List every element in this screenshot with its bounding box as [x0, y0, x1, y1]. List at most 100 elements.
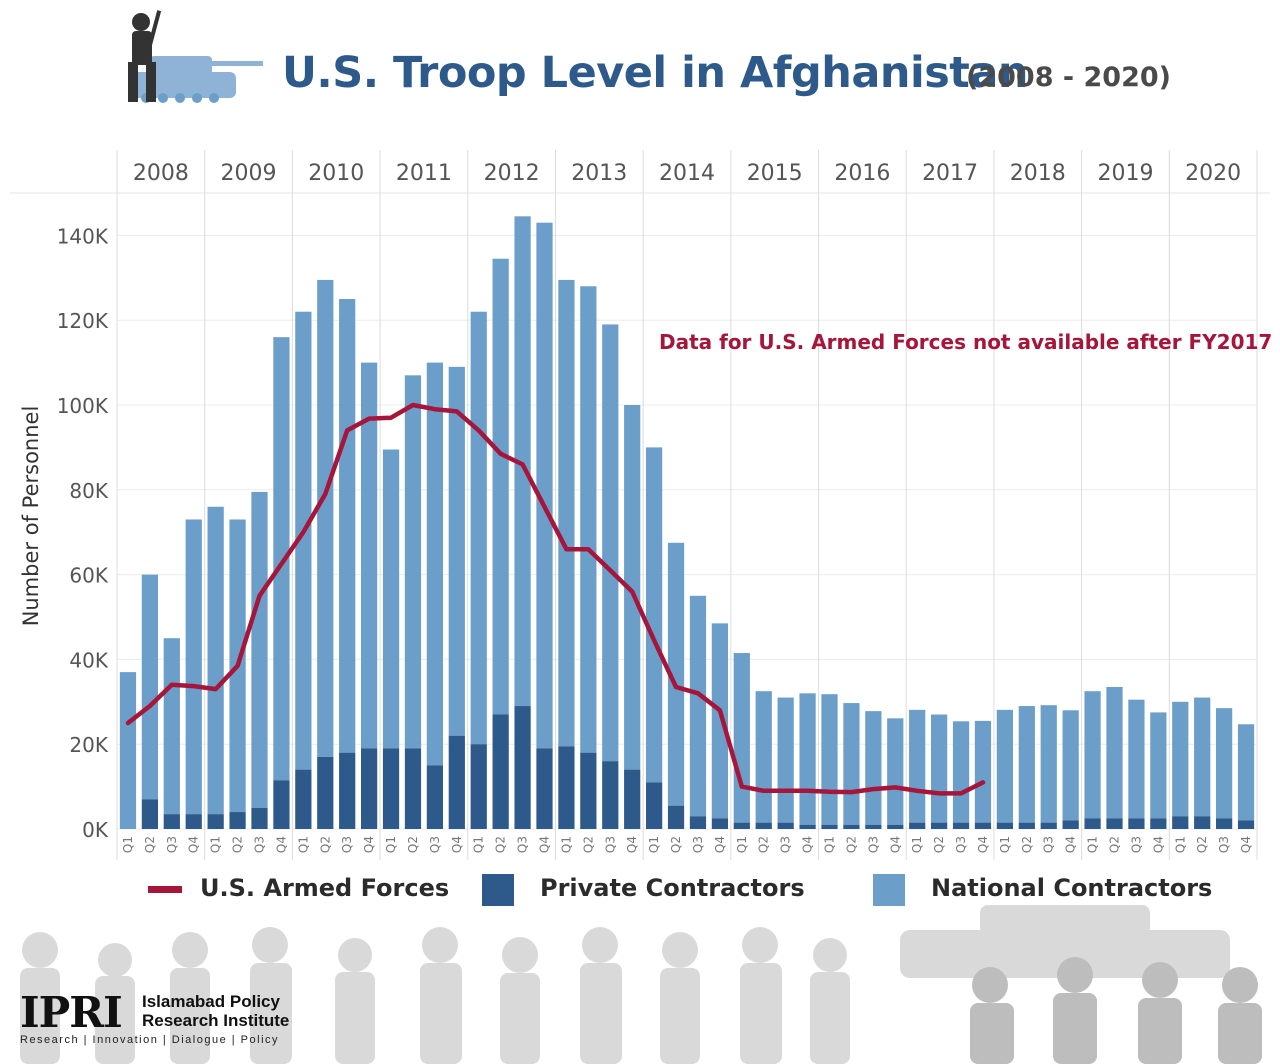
quarter-label: Q4 [1064, 836, 1078, 853]
bar-national [909, 709, 926, 823]
bar-private [448, 735, 465, 829]
ipri-logo: IPRI Islamabad Policy Research Institute… [20, 990, 320, 1050]
bar-private [295, 769, 312, 829]
bar-private [558, 746, 575, 829]
legend-swatch-armed [148, 886, 182, 893]
quarter-label: Q3 [1129, 836, 1143, 853]
quarter-label: Q2 [669, 836, 683, 853]
bar-national [163, 638, 180, 815]
bar-private [514, 706, 531, 829]
bar-national [1216, 708, 1233, 819]
armed-forces-note: Data for U.S. Armed Forces not available… [659, 330, 1273, 354]
quarter-label: Q3 [1042, 836, 1056, 853]
chart-subtitle: (2008 - 2020) [966, 62, 1171, 93]
bar-national [404, 375, 422, 749]
bar-national [799, 693, 816, 825]
bar-private [361, 748, 378, 829]
logo-name: Islamabad Policy Research Institute [142, 992, 312, 1030]
bar-private [1216, 818, 1233, 829]
bar-national [1018, 706, 1035, 823]
year-headers: 2008 2009 2010 2011 2012 2013 2014 2015 2016 2017… [133, 161, 1241, 186]
bar-private [931, 822, 948, 829]
bar-private [865, 824, 882, 829]
bar-private [777, 822, 794, 829]
bar-private [1040, 822, 1057, 829]
quarter-label: Q3 [954, 836, 968, 853]
bar-private [996, 822, 1013, 829]
y-tick-label: 100K [57, 394, 109, 418]
quarter-label: Q4 [538, 836, 552, 853]
bar-private [1084, 818, 1101, 829]
year-label: 2009 [221, 161, 277, 186]
bar-national [295, 311, 312, 770]
bar-national [755, 691, 772, 823]
quarter-label: Q2 [494, 836, 508, 853]
quarter-label: Q3 [165, 836, 179, 853]
bar-private [909, 822, 926, 829]
year-label: 2017 [922, 161, 978, 186]
bar-marks [119, 216, 1255, 829]
quarter-label: Q3 [1217, 836, 1231, 853]
armed-forces-line [125, 402, 986, 796]
bar-national [974, 720, 992, 823]
bar-national [1237, 724, 1255, 821]
y-axis-label: Number of Personnel [19, 406, 43, 627]
year-label: 2018 [1010, 161, 1066, 186]
bar-national [865, 711, 882, 825]
year-label: 2012 [484, 161, 540, 186]
quarter-label: Q4 [888, 836, 902, 853]
bar-national [536, 222, 553, 749]
bar-national [689, 595, 707, 817]
legend-item-armed: U.S. Armed Forces [148, 872, 449, 908]
bar-national [426, 362, 443, 766]
year-divider-lines [116, 150, 1258, 860]
quarter-label: Q1 [121, 836, 135, 853]
quarter-label: Q1 [472, 836, 486, 853]
quarter-label: Q4 [625, 836, 639, 853]
quarter-label: Q4 [274, 836, 288, 853]
bar-national [470, 311, 487, 745]
quarter-label: Q4 [976, 836, 990, 853]
soldier-silhouette-decor [20, 10, 1262, 1064]
quarter-label: Q3 [428, 836, 442, 853]
quarter-label: Q4 [1239, 836, 1253, 853]
bar-national [1062, 710, 1079, 821]
bar-private [1106, 818, 1123, 829]
bar-national [821, 694, 838, 825]
bar-private [317, 756, 334, 829]
y-tick-label: 0K [82, 818, 109, 842]
quarter-label: Q1 [1086, 836, 1100, 853]
quarter-label: Q1 [647, 836, 661, 853]
quarter-label: Q2 [1020, 836, 1034, 853]
bar-national [1040, 705, 1057, 823]
bar-private [207, 814, 224, 829]
bar-private [1237, 820, 1255, 829]
bar-private [251, 807, 268, 829]
bar-national [624, 405, 641, 770]
bar-private [887, 824, 904, 829]
quarter-label: Q2 [318, 836, 332, 853]
bar-private [733, 822, 750, 829]
quarter-label: Q3 [603, 836, 617, 853]
armed-forces-series-line [125, 402, 986, 796]
y-tick-label: 80K [69, 479, 108, 503]
bar-national [1194, 697, 1211, 817]
logo-name-line1: Islamabad Policy [142, 992, 280, 1011]
y-axis: 0K 20K 40K 60K 80K 100K 120K 140K Number of Pers… [19, 224, 109, 842]
quarter-label: Q3 [340, 836, 354, 853]
bar-private [1172, 816, 1189, 829]
year-label: 2013 [571, 161, 627, 186]
bar-private [711, 818, 728, 829]
legend-swatch-private [482, 874, 514, 906]
quarter-label: Q2 [844, 836, 858, 853]
bar-private [426, 765, 443, 829]
quarter-label: Q1 [1173, 836, 1187, 853]
bar-private [382, 748, 400, 829]
quarter-label: Q3 [516, 836, 530, 853]
quarter-label: Q2 [406, 836, 420, 853]
legend-item-national: National Contractors [873, 872, 1213, 908]
legend-item-private: Private Contractors [482, 872, 805, 908]
quarter-label: Q2 [757, 836, 771, 853]
year-label: 2015 [747, 161, 803, 186]
